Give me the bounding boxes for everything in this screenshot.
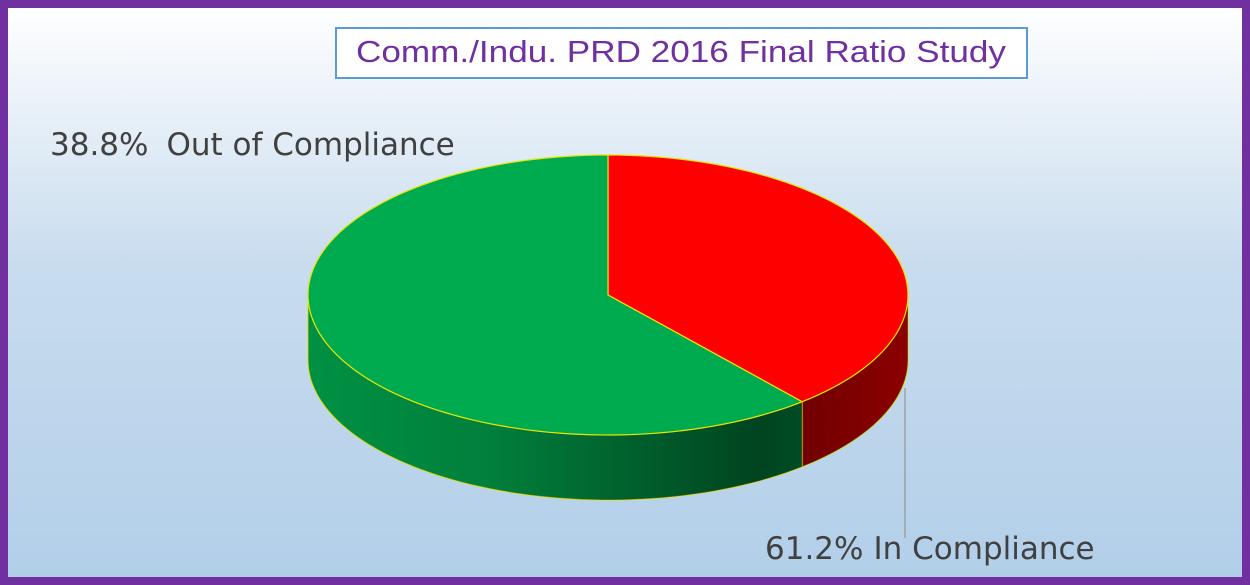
category-label: In Compliance	[873, 531, 1094, 567]
title-box	[335, 27, 1028, 79]
pie	[307, 154, 909, 501]
side-shade	[308, 295, 803, 500]
slice-label: 61.2% In Compliance	[765, 531, 1095, 567]
slice	[307, 154, 804, 436]
slice	[607, 154, 909, 403]
category-label: Out of Compliance	[166, 127, 454, 163]
side-shade	[802, 295, 908, 467]
value-label: 61.2%	[765, 531, 863, 567]
value-label: 38.8%	[50, 127, 148, 163]
slice-label: 38.8% Out of Compliance	[50, 127, 455, 163]
chart-title: Comm./Indu. PRD 2016 Final Ratio Study	[356, 34, 1007, 69]
